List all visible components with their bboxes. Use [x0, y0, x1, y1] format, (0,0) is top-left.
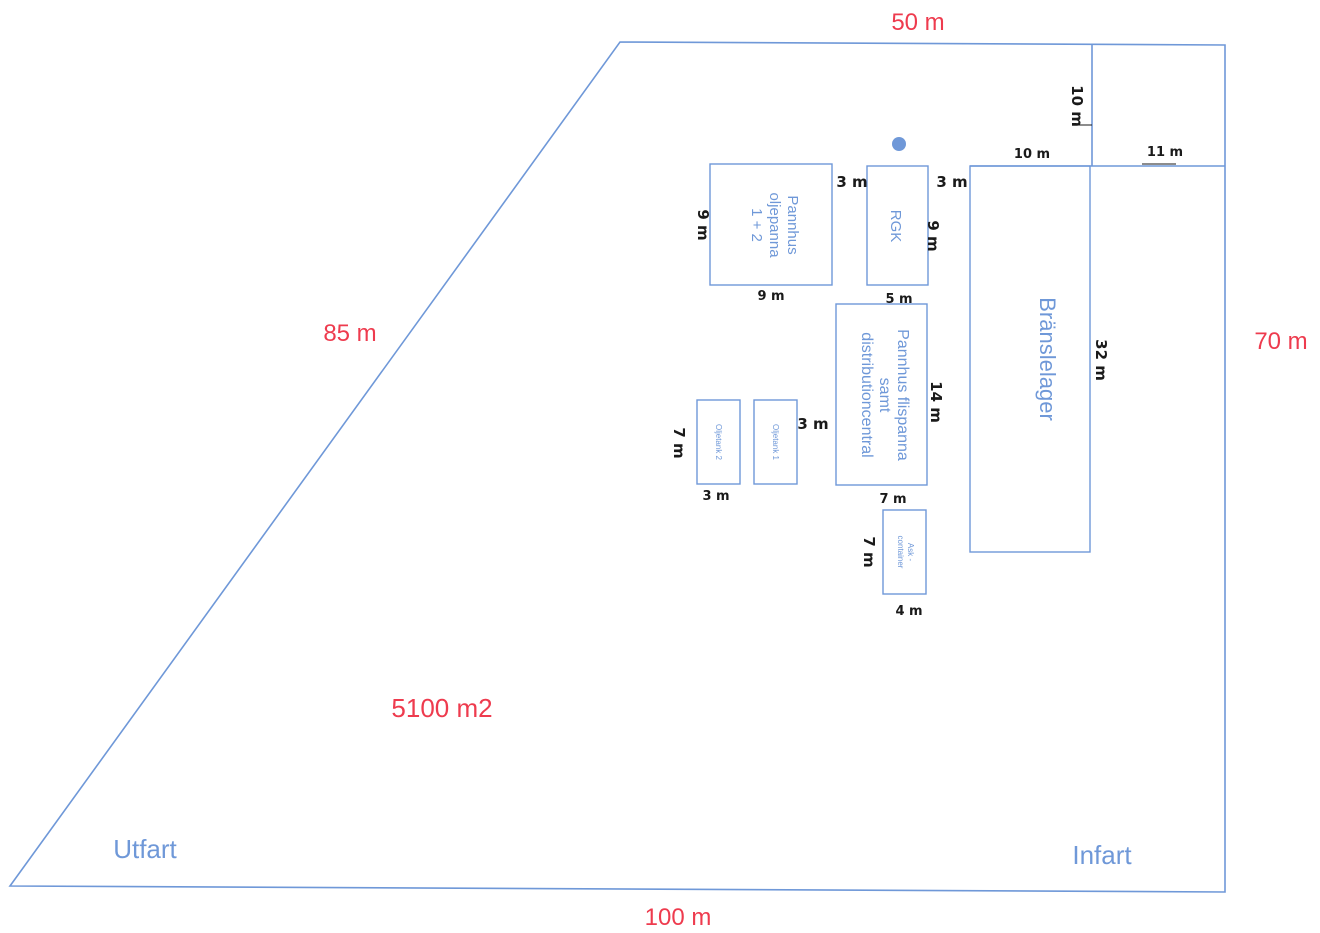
svg-text:distributioncentral: distributioncentral	[858, 332, 875, 457]
fuel-storage-width: 10 m	[1014, 147, 1050, 162]
chip-boiler-house	[835, 303, 928, 486]
fuel-to-top-distance: 10 m	[1068, 85, 1086, 127]
oil-tank-2-height: 7 m	[670, 427, 688, 458]
site-bottom-length: 100 m	[645, 904, 712, 931]
gap-rgk-fuel: 3 m	[936, 173, 967, 191]
site-left-length: 85 m	[323, 320, 376, 347]
svg-text:Pannhus flispanna: Pannhus flispanna	[894, 329, 911, 461]
oil-boiler-house-label: Pannhus oljepanna 1 + 2	[748, 192, 801, 258]
oil-boiler-house-width: 9 m	[757, 289, 784, 304]
oil-boiler-house-height: 9 m	[694, 209, 712, 240]
fuel-storage-label: Bränslelager	[1035, 297, 1060, 421]
rgk-width: 5 m	[885, 292, 912, 307]
oil-tank-2-width: 3 m	[702, 489, 729, 504]
oil-tank-1-label: Oljetank 1	[771, 424, 780, 461]
chip-boiler-house-width: 7 m	[879, 492, 906, 507]
fuel-storage	[969, 165, 1091, 553]
chip-boiler-house-label: Pannhus flispanna samt distributioncentr…	[858, 329, 911, 461]
site-right-length: 70 m	[1254, 328, 1307, 355]
gap-tank-chip: 3 m	[797, 415, 828, 433]
exit-label: Utfart	[113, 834, 177, 864]
gap-oil-rgk: 3 m	[836, 173, 867, 191]
site-area: 5100 m2	[391, 693, 492, 723]
ash-container-label: Ask - container	[896, 536, 915, 569]
svg-text:container: container	[896, 536, 905, 569]
oil-tank-2-label: Oljetank 2	[714, 424, 723, 461]
svg-text:samt: samt	[876, 378, 893, 413]
rgk-height: 9 m	[924, 220, 942, 251]
oil-tank-1	[753, 399, 798, 485]
svg-text:Pannhus: Pannhus	[784, 195, 801, 254]
marker-dot	[892, 137, 906, 151]
rgk-label: RGK	[887, 210, 904, 243]
ash-container-width: 4 m	[895, 604, 922, 619]
rgk-building	[866, 165, 929, 286]
chip-boiler-house-height: 14 m	[927, 381, 945, 423]
ash-container-height: 7 m	[860, 536, 878, 567]
oil-tank-2	[696, 399, 741, 485]
ash-container	[882, 509, 927, 595]
site-boundary	[8, 41, 1226, 893]
fuel-to-right-distance: 11 m	[1147, 145, 1183, 160]
oil-boiler-house	[709, 163, 833, 286]
site-top-length: 50 m	[891, 9, 944, 36]
svg-text:oljepanna: oljepanna	[766, 192, 783, 258]
svg-text:1 + 2: 1 + 2	[748, 208, 765, 242]
entry-label: Infart	[1072, 840, 1132, 870]
svg-text:Ask -: Ask -	[906, 543, 915, 562]
fuel-storage-height: 32 m	[1092, 339, 1110, 381]
